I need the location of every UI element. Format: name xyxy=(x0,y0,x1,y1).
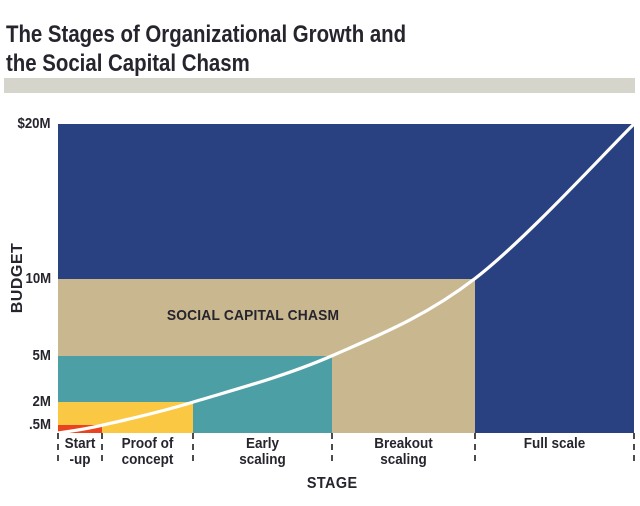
x-axis-title-text: STAGE xyxy=(306,475,358,492)
stage-boundary-dash xyxy=(192,433,194,461)
page-title-line1: The Stages of Organizational Growth and xyxy=(6,21,407,49)
divider-bar xyxy=(4,78,635,93)
x-axis-title: STAGE xyxy=(58,475,606,493)
stage-label-line: concept xyxy=(121,451,174,468)
stage-label-line: Proof of xyxy=(121,435,174,452)
stage-label: Proof of concept xyxy=(102,436,193,468)
stage-boundary-dash xyxy=(331,433,333,461)
stage-label-line: -up xyxy=(69,451,91,468)
y-tick-label: 5M xyxy=(32,346,51,364)
stage-label-line: scaling xyxy=(380,451,427,468)
y-axis: $20M 10M 5M 2M .5M xyxy=(0,115,54,434)
social-capital-chasm-label: SOCIAL CAPITAL CHASM xyxy=(166,307,340,324)
stage-boundary-dash xyxy=(101,433,103,461)
growth-curve xyxy=(58,124,634,433)
y-tick-label: 2M xyxy=(32,393,51,411)
stage-label-line: Full scale xyxy=(523,435,586,452)
stage-label-line: Start xyxy=(64,435,96,452)
y-tick-label: .5M xyxy=(28,416,51,434)
stage-label: Full scale xyxy=(475,436,634,452)
stage-label-line: Early xyxy=(245,435,280,452)
y-tick-label: $20M xyxy=(17,115,51,132)
y-tick-label: 10M xyxy=(25,269,51,287)
stage-label: Early scaling xyxy=(193,436,332,468)
stage-boundary-dash xyxy=(633,433,635,461)
stage-boundary-dash xyxy=(57,433,59,461)
chart-plot-area: SOCIAL CAPITAL CHASM xyxy=(58,124,634,433)
page-title-line2: the Social Capital Chasm xyxy=(6,50,250,78)
stage-label: Start -up xyxy=(58,436,102,468)
page-title: The Stages of Organizational Growth and … xyxy=(6,20,477,78)
stage-label-line: scaling xyxy=(239,451,286,468)
stage-label: Breakout scaling xyxy=(332,436,475,468)
stage-boundary-dash xyxy=(474,433,477,461)
stage-label-line: Breakout xyxy=(374,435,433,452)
